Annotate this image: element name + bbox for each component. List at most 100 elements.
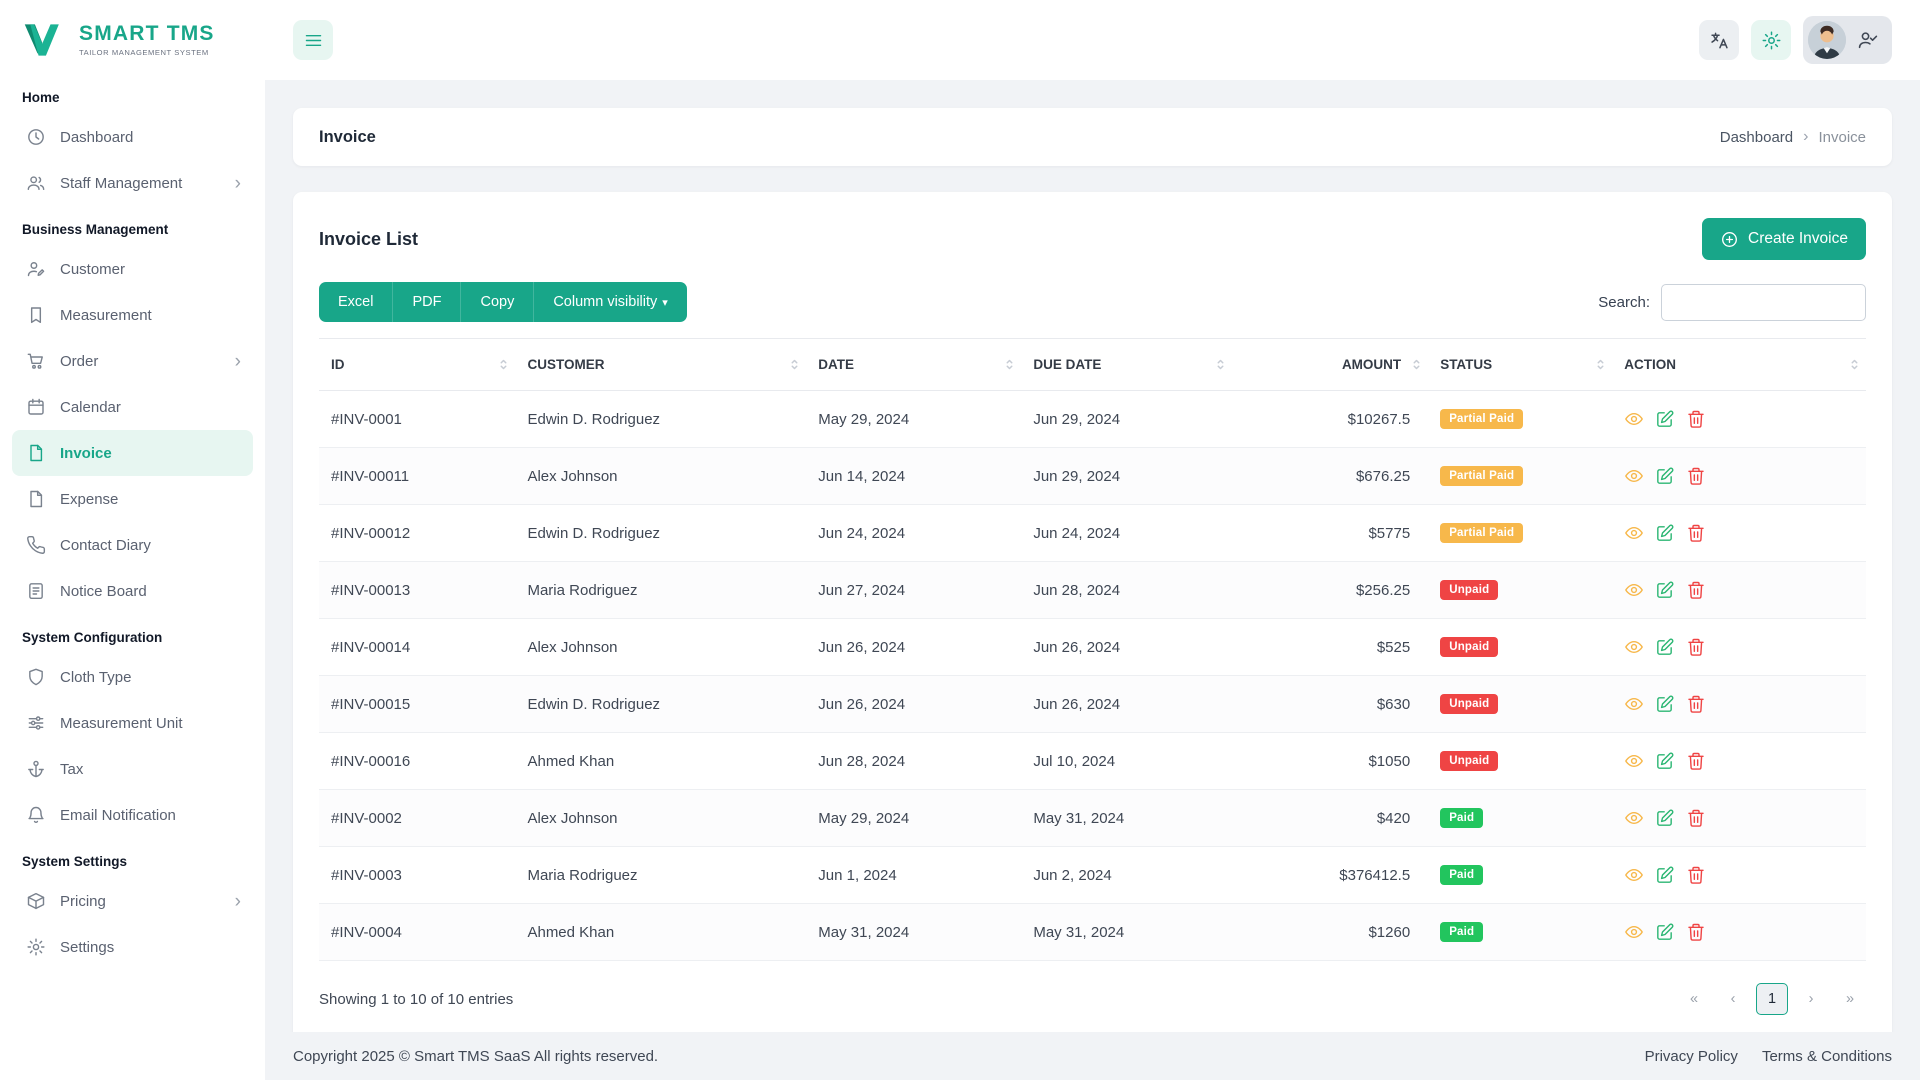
sidebar-item-calendar[interactable]: Calendar — [12, 384, 253, 430]
create-invoice-button[interactable]: Create Invoice — [1702, 218, 1866, 260]
amount-cell: $1260 — [1231, 903, 1429, 961]
delete-invoice-button[interactable] — [1686, 922, 1706, 942]
view-invoice-button[interactable] — [1624, 865, 1644, 885]
due-date-cell: Jun 24, 2024 — [1021, 504, 1232, 562]
view-invoice-button[interactable] — [1624, 409, 1644, 429]
menu-toggle-button[interactable] — [293, 20, 333, 60]
edit-invoice-button[interactable] — [1655, 751, 1675, 771]
board-icon — [26, 581, 46, 601]
edit-invoice-button[interactable] — [1655, 922, 1675, 942]
delete-invoice-button[interactable] — [1686, 409, 1706, 429]
edit-invoice-button[interactable] — [1655, 694, 1675, 714]
customer-cell: Maria Rodriguez — [515, 561, 807, 619]
profile-menu[interactable] — [1803, 16, 1892, 64]
gear-icon — [26, 937, 46, 957]
delete-invoice-button[interactable] — [1686, 466, 1706, 486]
trash-icon — [1686, 808, 1706, 828]
invoice-table-body: #INV-0001 Edwin D. Rodriguez May 29, 2024 J… — [319, 390, 1866, 961]
delete-invoice-button[interactable] — [1686, 523, 1706, 543]
file-icon — [26, 489, 46, 509]
page-last-button[interactable]: » — [1834, 983, 1866, 1015]
sidebar-item-notice-board[interactable]: Notice Board — [12, 568, 253, 614]
sidebar-item-staff-management[interactable]: Staff Management › — [12, 160, 253, 206]
view-invoice-button[interactable] — [1624, 808, 1644, 828]
view-invoice-button[interactable] — [1624, 922, 1644, 942]
excel-button[interactable]: Excel — [319, 282, 394, 322]
column-visibility-button[interactable]: Column visibility ▾ — [534, 282, 687, 322]
invoice-id-cell: #INV-00013 — [319, 561, 516, 619]
view-invoice-button[interactable] — [1624, 580, 1644, 600]
edit-invoice-button[interactable] — [1655, 523, 1675, 543]
file-icon — [26, 443, 46, 463]
sidebar-item-customer[interactable]: Customer — [12, 246, 253, 292]
sidebar: SMART TMS TAILOR MANAGEMENT SYSTEM Home D… — [0, 0, 265, 1080]
sidebar-item-measurement-unit[interactable]: Measurement Unit — [12, 700, 253, 746]
trash-icon — [1686, 922, 1706, 942]
edit-invoice-button[interactable] — [1655, 808, 1675, 828]
sidebar-item-email-notification[interactable]: Email Notification — [12, 792, 253, 838]
sidebar-item-cloth-type[interactable]: Cloth Type — [12, 654, 253, 700]
sidebar-item-measurement[interactable]: Measurement — [12, 292, 253, 338]
invoice-id-cell: #INV-0001 — [319, 390, 516, 448]
menu-icon — [303, 30, 324, 51]
delete-invoice-button[interactable] — [1686, 580, 1706, 600]
cart-icon — [26, 351, 46, 371]
search-input[interactable] — [1661, 283, 1866, 321]
edit-invoice-button[interactable] — [1655, 466, 1675, 486]
sidebar-item-contact-diary[interactable]: Contact Diary — [12, 522, 253, 568]
delete-invoice-button[interactable] — [1686, 751, 1706, 771]
eye-icon — [1624, 922, 1644, 942]
page-next-button[interactable]: › — [1795, 983, 1827, 1015]
view-invoice-button[interactable] — [1624, 694, 1644, 714]
main-area: Invoice Dashboard › Invoice Invoice List… — [265, 0, 1920, 1080]
settings-button[interactable] — [1751, 20, 1791, 60]
edit-invoice-button[interactable] — [1655, 580, 1675, 600]
brand[interactable]: SMART TMS TAILOR MANAGEMENT SYSTEM — [0, 0, 265, 80]
sidebar-item-pricing[interactable]: Pricing › — [12, 878, 253, 924]
column-header-amount[interactable]: AMOUNT — [1231, 338, 1429, 391]
sidebar-item-invoice[interactable]: Invoice — [12, 430, 253, 476]
delete-invoice-button[interactable] — [1686, 865, 1706, 885]
sidebar-item-order[interactable]: Order › — [12, 338, 253, 384]
breadcrumb-link-dashboard[interactable]: Dashboard — [1719, 128, 1794, 146]
privacy-policy-link[interactable]: Privacy Policy — [1644, 1047, 1738, 1065]
delete-invoice-button[interactable] — [1686, 694, 1706, 714]
page-footer: Copyright 2025 © Smart TMS SaaS All righ… — [265, 1032, 1920, 1080]
page-1-button[interactable]: 1 — [1756, 983, 1788, 1015]
view-invoice-button[interactable] — [1624, 637, 1644, 657]
delete-invoice-button[interactable] — [1686, 637, 1706, 657]
column-header-action[interactable]: ACTION — [1612, 338, 1866, 391]
terms-conditions-link[interactable]: Terms & Conditions — [1761, 1047, 1892, 1065]
page-prev-button[interactable]: ‹ — [1717, 983, 1749, 1015]
column-header-status[interactable]: STATUS — [1428, 338, 1613, 391]
view-invoice-button[interactable] — [1624, 523, 1644, 543]
anchor-icon — [26, 759, 46, 779]
translate-button[interactable] — [1699, 20, 1739, 60]
due-date-cell: Jun 29, 2024 — [1021, 447, 1232, 505]
status-badge: Unpaid — [1440, 580, 1499, 600]
invoice-id-cell: #INV-0002 — [319, 789, 516, 847]
delete-invoice-button[interactable] — [1686, 808, 1706, 828]
edit-invoice-button[interactable] — [1655, 409, 1675, 429]
column-header-date[interactable]: DATE — [806, 338, 1022, 391]
invoice-id-cell: #INV-0003 — [319, 846, 516, 904]
page-first-button[interactable]: « — [1678, 983, 1710, 1015]
sidebar-item-dashboard[interactable]: Dashboard — [12, 114, 253, 160]
edit-invoice-button[interactable] — [1655, 637, 1675, 657]
sort-icon — [1409, 357, 1424, 372]
trash-icon — [1686, 523, 1706, 543]
status-badge: Paid — [1440, 865, 1484, 885]
pdf-button[interactable]: PDF — [393, 282, 462, 322]
column-header-due-date[interactable]: DUE DATE — [1021, 338, 1232, 391]
sidebar-item-tax[interactable]: Tax — [12, 746, 253, 792]
edit-icon — [1655, 922, 1675, 942]
sidebar-item-expense[interactable]: Expense — [12, 476, 253, 522]
view-invoice-button[interactable] — [1624, 466, 1644, 486]
column-header-customer[interactable]: CUSTOMER — [515, 338, 807, 391]
column-header-id[interactable]: ID — [319, 338, 516, 391]
copy-button[interactable]: Copy — [461, 282, 535, 322]
sidebar-item-settings[interactable]: Settings — [12, 924, 253, 970]
breadcrumb-bar: Invoice Dashboard › Invoice — [293, 108, 1892, 166]
view-invoice-button[interactable] — [1624, 751, 1644, 771]
edit-invoice-button[interactable] — [1655, 865, 1675, 885]
